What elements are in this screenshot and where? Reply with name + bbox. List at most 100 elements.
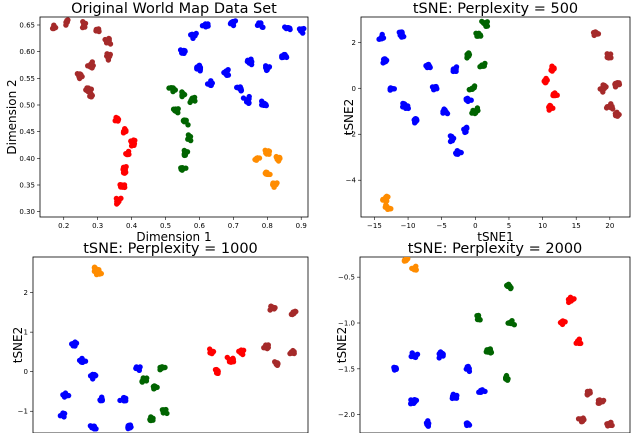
y-tick-label: 0.55 [19, 75, 35, 83]
data-point [97, 397, 103, 403]
panel-0: Original World Map Data Set 0.2 0.3 0.4 0.5 0… [5, 1, 309, 244]
x-tick-label: 0.4 [126, 222, 138, 230]
data-point [449, 393, 456, 399]
chart-title: Original World Map Data Set [71, 1, 277, 17]
data-point [413, 118, 419, 125]
y-tick-label: 1 [24, 329, 28, 337]
data-point [194, 64, 200, 71]
x-tick-label: 0.2 [58, 222, 69, 230]
data-point [122, 167, 128, 173]
data-point [188, 97, 194, 104]
data-point [131, 142, 137, 148]
data-point [452, 68, 458, 74]
points [49, 17, 307, 207]
data-point [245, 97, 251, 103]
data-point [50, 25, 56, 31]
y-tick-label: −1.0 [338, 320, 355, 328]
data-point [170, 88, 176, 95]
data-point [297, 26, 304, 32]
data-point [230, 18, 236, 25]
plot-area [32, 256, 309, 433]
data-point [613, 111, 619, 118]
data-point [63, 19, 69, 25]
x-axis-label: tSNE1 [477, 230, 514, 244]
data-point [178, 166, 184, 173]
data-point [160, 408, 166, 414]
data-point [463, 366, 469, 372]
data-point [454, 150, 461, 156]
x-tick-label: 0.9 [296, 222, 307, 230]
y-tick-label: 0.65 [19, 22, 35, 30]
data-point [263, 169, 269, 175]
y-tick-label: −0.5 [338, 274, 355, 282]
data-point [400, 100, 406, 107]
data-point [414, 351, 421, 357]
data-point [484, 23, 491, 29]
data-point [380, 196, 386, 203]
y-tick-label: −2.0 [338, 411, 355, 419]
data-point [63, 392, 69, 399]
data-point [238, 87, 245, 94]
data-point [267, 171, 273, 178]
data-point [398, 34, 405, 40]
data-point [300, 30, 306, 36]
y-axis-label: tSNE2 [11, 327, 25, 364]
data-point [424, 420, 430, 426]
data-point [61, 414, 67, 420]
data-point [215, 370, 221, 376]
data-point [273, 361, 280, 368]
data-point [590, 29, 597, 36]
data-point [182, 117, 188, 124]
data-point [107, 51, 114, 58]
points [376, 18, 623, 212]
data-point [208, 82, 214, 88]
x-tick-label: −5 [437, 222, 447, 230]
data-point [478, 389, 484, 395]
data-point [424, 63, 430, 69]
data-point [162, 364, 168, 371]
data-point [230, 359, 237, 365]
x-axis-label: Dimension 1 [136, 230, 211, 244]
x-tick-label: 0.6 [194, 222, 206, 230]
data-point [413, 263, 419, 269]
data-point [550, 66, 556, 73]
data-point [264, 151, 270, 157]
plot-area [359, 256, 631, 433]
data-point [505, 320, 511, 326]
data-point [263, 101, 269, 108]
x-tick-label: 5 [507, 222, 511, 230]
data-point [190, 33, 196, 39]
data-point [69, 341, 76, 347]
x-tick-label: 0.3 [92, 222, 103, 230]
plot-area [39, 16, 309, 218]
data-point [597, 397, 603, 403]
data-point [389, 86, 396, 92]
data-point [476, 33, 482, 39]
data-point [191, 94, 198, 101]
chart-title: tSNE: Perplexity = 2000 [408, 241, 583, 257]
x-tick-label: 0.7 [228, 222, 239, 230]
y-tick-label: 0.40 [19, 155, 35, 163]
y-tick-label: 0.50 [19, 102, 35, 110]
data-point [125, 149, 131, 156]
chart-title: tSNE: Perplexity = 500 [413, 1, 578, 17]
data-point [88, 91, 94, 97]
y-tick-label: −4 [346, 177, 357, 185]
data-point [179, 93, 185, 100]
y-tick-label: 0.35 [19, 182, 35, 190]
y-tick-label: −2 [346, 131, 356, 139]
y-tick-label: 0.45 [19, 128, 35, 136]
data-point [79, 24, 86, 31]
data-point [612, 81, 618, 88]
data-point [466, 50, 472, 56]
data-point [559, 318, 565, 325]
data-point [543, 77, 549, 84]
data-point [204, 21, 210, 28]
data-point [253, 157, 259, 163]
data-point [185, 132, 192, 138]
y-tick-label: 0 [24, 368, 28, 376]
data-point [506, 283, 512, 289]
data-point [463, 129, 469, 135]
y-axis-label: Dimension 2 [5, 79, 19, 154]
x-tick-label: −15 [367, 222, 382, 230]
